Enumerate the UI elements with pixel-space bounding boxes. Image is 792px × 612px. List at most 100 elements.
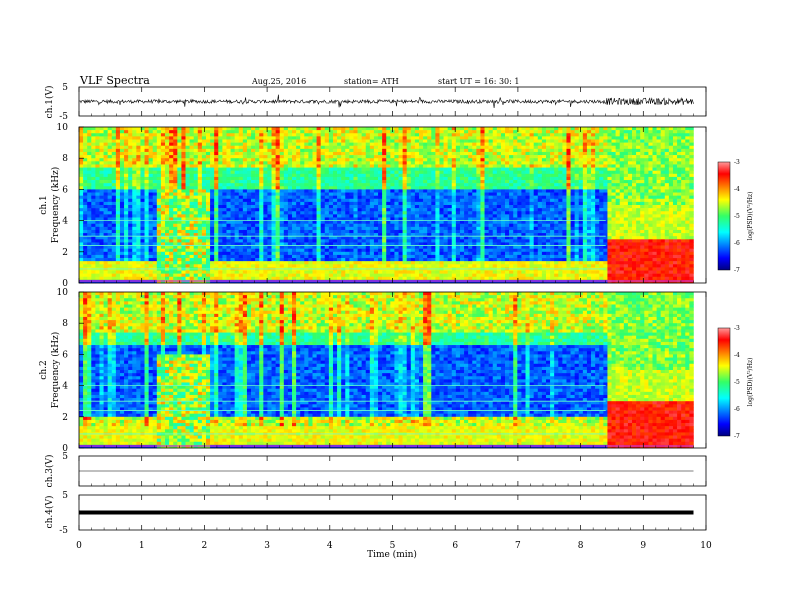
spectrogram-cell xyxy=(357,130,362,134)
spectrogram-cell xyxy=(431,208,436,212)
spectrogram-cell xyxy=(177,167,182,171)
spectrogram-cell xyxy=(312,258,317,262)
spectrogram-cell xyxy=(296,258,301,262)
spectrogram-cell xyxy=(324,136,330,140)
spectrogram-cell xyxy=(189,261,194,265)
spectrogram-cell xyxy=(181,186,186,190)
spectrogram-cell xyxy=(406,264,412,268)
spectrogram-cell xyxy=(103,258,108,262)
spectrogram-cell xyxy=(447,276,453,281)
spectrogram-cell xyxy=(156,130,162,134)
spectrogram-cell xyxy=(173,127,178,131)
spectrogram-cell xyxy=(177,127,182,131)
spectrogram-cell xyxy=(144,229,149,234)
spectrogram-cell xyxy=(91,164,96,168)
spectrogram-cell xyxy=(296,245,301,249)
spectrogram-cell xyxy=(455,264,461,268)
spectrogram-cell xyxy=(234,151,240,156)
spectrogram-cell xyxy=(484,223,489,228)
spectrogram-cell xyxy=(349,164,354,168)
spectrogram-cell xyxy=(255,133,260,137)
spectrogram-cell xyxy=(201,176,207,181)
spectrogram-cell xyxy=(304,258,309,262)
spectrogram-cell xyxy=(173,223,178,228)
spectrogram-cell xyxy=(197,254,203,259)
spectrogram-cell xyxy=(292,276,297,281)
spectrogram-cell xyxy=(476,130,481,134)
spectrogram-cell xyxy=(337,130,342,134)
spectrogram-cell xyxy=(115,183,121,187)
spectrogram-cell xyxy=(91,183,96,187)
spectrogram-cell xyxy=(402,164,408,168)
spectrogram-cell xyxy=(459,248,465,253)
spectrogram-cell xyxy=(263,198,268,203)
spectrogram-cell xyxy=(357,251,362,256)
spectrogram-cell xyxy=(103,245,108,249)
spectrogram-cell xyxy=(406,205,412,209)
spectrogram-cell xyxy=(365,251,371,256)
spectrogram-cell xyxy=(148,195,154,200)
spectrogram-cell xyxy=(263,133,268,137)
spectrogram-cell xyxy=(382,208,387,212)
spectrogram-cell xyxy=(283,233,289,237)
spectrogram-cell xyxy=(386,142,391,147)
spectrogram-cell xyxy=(87,273,92,278)
spectrogram-cell xyxy=(197,167,203,171)
spectrogram-cell xyxy=(111,136,117,140)
spectrogram-cell xyxy=(476,211,481,215)
spectrogram-cell xyxy=(439,176,444,181)
spectrogram-cell xyxy=(136,236,141,240)
spectrogram-cell xyxy=(459,167,465,171)
spectrogram-cell xyxy=(402,239,408,243)
spectrogram-cell xyxy=(193,236,199,240)
spectrogram-cell xyxy=(332,183,338,187)
spectrogram-cell xyxy=(431,151,436,156)
spectrogram-cell xyxy=(353,195,358,200)
spectrogram-cell xyxy=(292,254,297,259)
spectrogram-cell xyxy=(427,236,432,240)
spectrogram-cell xyxy=(251,214,256,218)
spectrogram-cell xyxy=(156,245,162,249)
spectrogram-cell xyxy=(95,208,100,212)
spectrogram-cell xyxy=(144,273,149,278)
spectrogram-cell xyxy=(255,239,260,243)
spectrogram-cell xyxy=(91,270,96,274)
spectrogram-cell xyxy=(218,158,223,162)
spectrogram-cell xyxy=(296,176,301,181)
spectrogram-cell xyxy=(451,180,457,184)
spectrogram-cell xyxy=(312,161,317,165)
spectrogram-cell xyxy=(472,192,477,196)
spectrogram-cell xyxy=(349,233,354,237)
spectrogram-cell xyxy=(459,151,465,156)
spectrogram-cell xyxy=(406,155,412,159)
spectrogram-cell xyxy=(115,170,121,175)
spectrogram-cell xyxy=(324,180,330,184)
spectrogram-cell xyxy=(119,211,125,215)
spectrogram-cell xyxy=(459,276,465,281)
spectrogram-cell xyxy=(152,195,158,200)
spectrogram-cell xyxy=(95,233,100,237)
spectrogram-cell xyxy=(402,173,408,178)
spectrogram-cell xyxy=(173,248,178,253)
spectrogram-cell xyxy=(103,183,108,187)
spectrogram-cell xyxy=(87,167,92,171)
spectrogram-cell xyxy=(91,245,96,249)
spectrogram-cell xyxy=(451,164,457,168)
spectrogram-cell xyxy=(128,130,133,134)
spectrogram-cell xyxy=(459,145,465,150)
spectrogram-cell xyxy=(287,248,293,253)
spectrogram-cell xyxy=(328,229,334,234)
spectrogram-cell xyxy=(205,239,211,243)
spectrogram-cell xyxy=(349,254,354,259)
spectrogram-cell xyxy=(328,192,334,196)
spectrogram-cell xyxy=(242,254,248,259)
spectrogram-cell xyxy=(205,220,211,225)
spectrogram-cell xyxy=(79,176,84,181)
spectrogram-cell xyxy=(201,201,207,206)
spectrogram-cell xyxy=(423,233,428,237)
spectrogram-cell xyxy=(91,276,96,281)
spectrogram-cell xyxy=(189,270,194,274)
spectrogram-cell xyxy=(312,254,317,259)
spectrogram-cell xyxy=(193,130,199,134)
spectrogram-cell xyxy=(435,211,440,215)
